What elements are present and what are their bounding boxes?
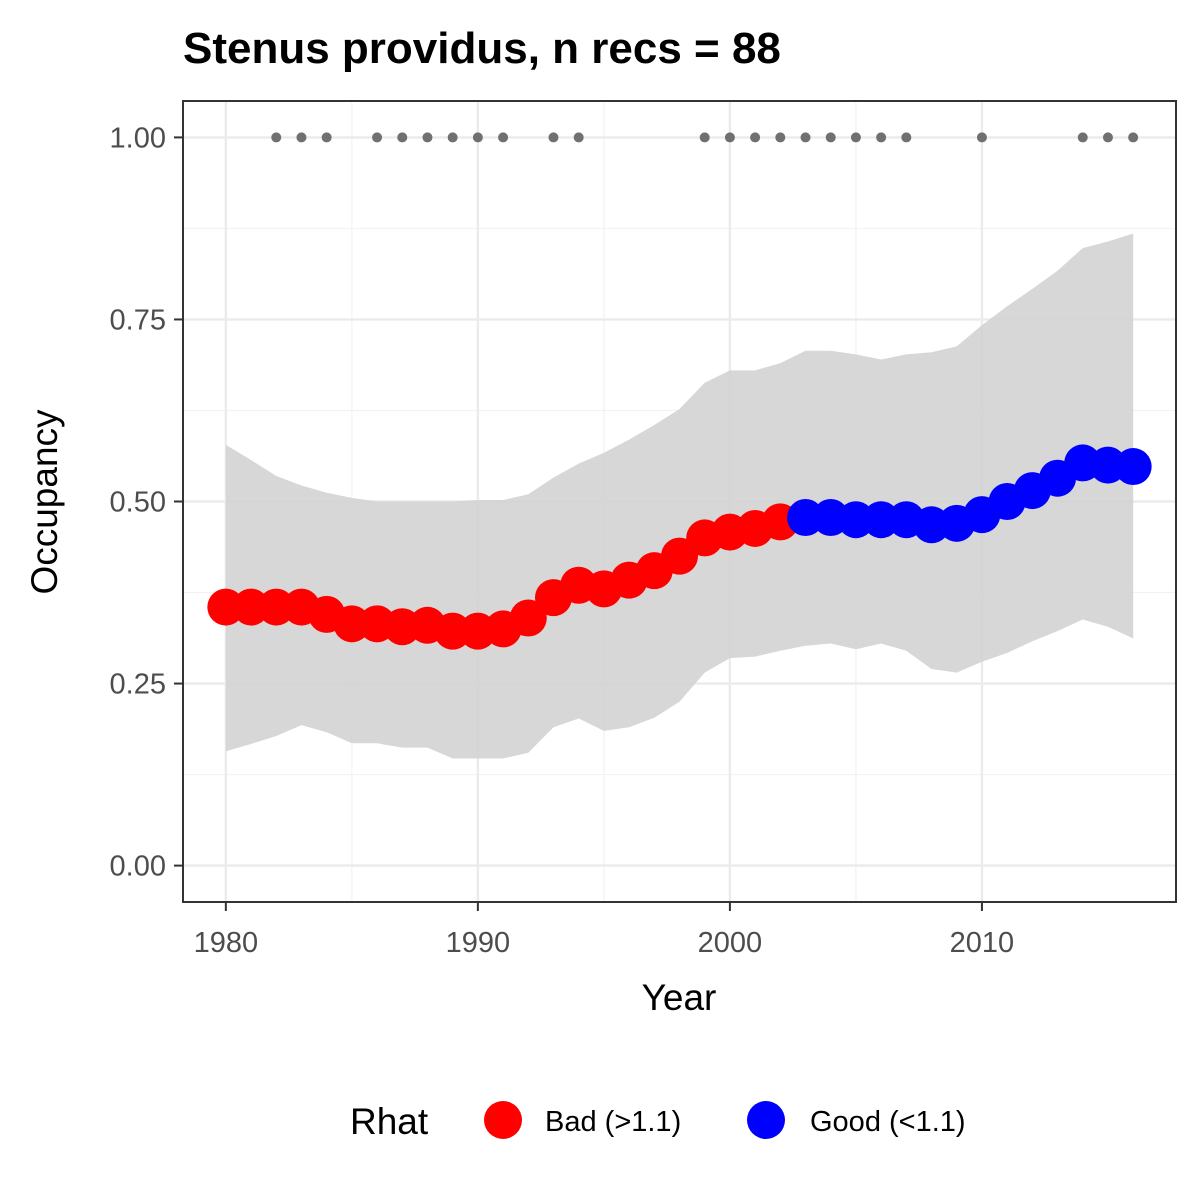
y-tick-label: 0.25 (110, 669, 166, 701)
record-dot (750, 132, 761, 143)
legend-key-bad (484, 1101, 522, 1139)
legend-label-bad: Bad (>1.1) (545, 1106, 681, 1138)
record-dot (850, 132, 861, 143)
record-dot (1077, 132, 1088, 143)
record-dot (876, 132, 887, 143)
record-dot (397, 132, 408, 143)
record-dot (372, 132, 383, 143)
occupancy-points (207, 444, 1152, 650)
record-dot (901, 132, 912, 143)
record-dot (498, 132, 509, 143)
record-dot (271, 132, 282, 143)
record-dot (422, 132, 433, 143)
record-dot (573, 132, 584, 143)
record-dot (1128, 132, 1139, 143)
y-axis-ticks: 0.00 0.25 0.50 0.75 1.00 (110, 122, 183, 883)
record-dot (321, 132, 332, 143)
record-dot (825, 132, 836, 143)
x-tick-label: 2000 (698, 927, 763, 959)
chart-title: Stenus providus, n recs = 88 (183, 24, 781, 73)
record-dot (472, 132, 483, 143)
record-dot (447, 132, 458, 143)
occupancy-point (509, 599, 547, 637)
x-tick-label: 1980 (194, 927, 259, 959)
record-dot (548, 132, 559, 143)
x-axis-ticks: 1980 1990 2000 2010 (194, 902, 1015, 959)
y-axis-title: Occupancy (24, 409, 65, 595)
occupancy-point (1114, 448, 1152, 486)
record-dot (800, 132, 811, 143)
x-axis-title: Year (642, 977, 717, 1018)
record-dot (724, 132, 735, 143)
record-dot (775, 132, 786, 143)
x-tick-label: 1990 (446, 927, 511, 959)
record-dot (699, 132, 710, 143)
y-tick-label: 0.00 (110, 851, 166, 883)
y-tick-label: 0.50 (110, 487, 166, 519)
legend-label-good: Good (<1.1) (810, 1106, 966, 1138)
record-dots (271, 132, 1139, 143)
record-dot (1102, 132, 1113, 143)
legend-key-good (747, 1101, 785, 1139)
x-tick-label: 2010 (950, 927, 1015, 959)
y-tick-label: 1.00 (110, 122, 166, 154)
y-tick-label: 0.75 (110, 304, 166, 336)
legend-title: Rhat (350, 1101, 429, 1142)
record-dot (976, 132, 987, 143)
legend: Rhat Bad (>1.1) Good (<1.1) (350, 1101, 966, 1142)
record-dot (296, 132, 307, 143)
